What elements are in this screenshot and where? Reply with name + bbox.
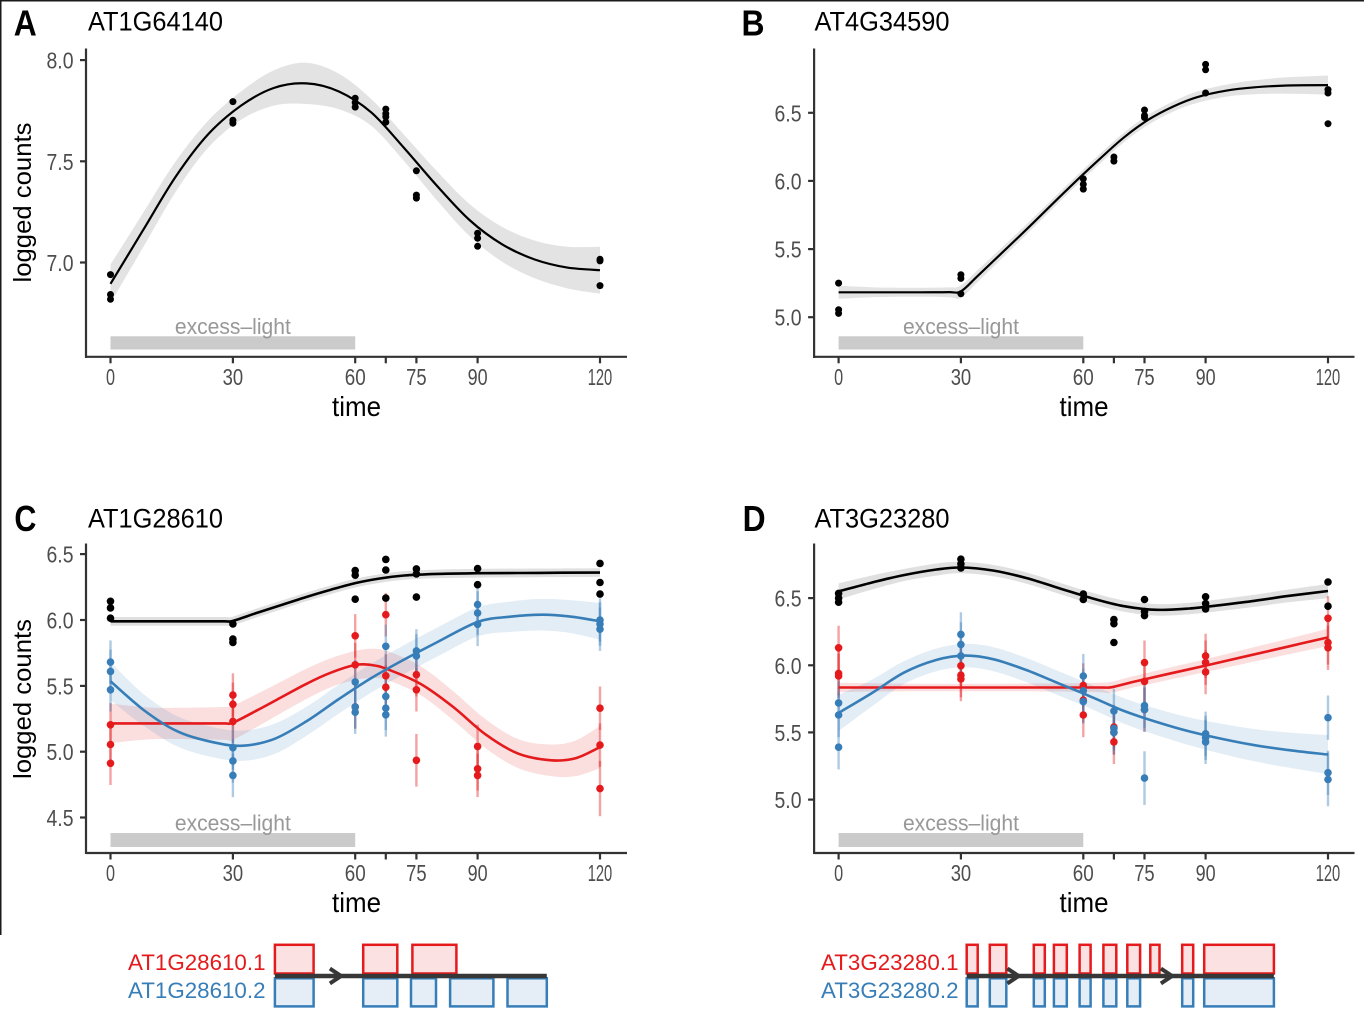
svg-text:6.5: 6.5 bbox=[47, 542, 74, 568]
svg-text:30: 30 bbox=[223, 860, 244, 886]
svg-text:60: 60 bbox=[1073, 364, 1094, 390]
svg-text:C: C bbox=[14, 498, 36, 539]
svg-text:120: 120 bbox=[1316, 364, 1341, 390]
svg-text:AT3G23280.1: AT3G23280.1 bbox=[821, 950, 959, 975]
svg-text:75: 75 bbox=[406, 364, 427, 390]
svg-text:5.0: 5.0 bbox=[775, 787, 802, 813]
svg-text:90: 90 bbox=[1196, 364, 1216, 390]
svg-text:6.0: 6.0 bbox=[775, 168, 802, 194]
svg-text:AT1G64140: AT1G64140 bbox=[88, 7, 223, 37]
svg-text:75: 75 bbox=[406, 860, 427, 886]
svg-text:A: A bbox=[14, 3, 37, 44]
svg-text:AT1G28610.2: AT1G28610.2 bbox=[128, 978, 266, 1003]
svg-text:60: 60 bbox=[345, 860, 366, 886]
svg-text:8.0: 8.0 bbox=[47, 48, 74, 74]
svg-text:time: time bbox=[1060, 391, 1109, 422]
svg-text:time: time bbox=[1060, 887, 1109, 918]
svg-text:75: 75 bbox=[1134, 860, 1155, 886]
svg-text:120: 120 bbox=[1316, 860, 1341, 886]
svg-text:0: 0 bbox=[106, 364, 115, 390]
svg-text:6.0: 6.0 bbox=[775, 653, 802, 679]
svg-text:6.5: 6.5 bbox=[775, 586, 802, 612]
svg-text:AT4G34590: AT4G34590 bbox=[815, 7, 950, 37]
svg-text:120: 120 bbox=[588, 364, 613, 390]
svg-text:90: 90 bbox=[468, 364, 488, 390]
svg-text:0: 0 bbox=[834, 364, 843, 390]
svg-text:6.5: 6.5 bbox=[775, 100, 802, 126]
svg-text:excess–light: excess–light bbox=[175, 314, 291, 339]
svg-text:AT3G23280.2: AT3G23280.2 bbox=[821, 978, 959, 1003]
svg-text:logged counts: logged counts bbox=[9, 619, 37, 779]
svg-text:5.0: 5.0 bbox=[47, 739, 74, 765]
svg-text:time: time bbox=[332, 391, 381, 422]
svg-text:5.5: 5.5 bbox=[775, 237, 802, 263]
svg-text:excess–light: excess–light bbox=[175, 811, 291, 836]
svg-text:time: time bbox=[332, 887, 381, 918]
svg-text:AT3G23280: AT3G23280 bbox=[815, 504, 950, 534]
svg-text:30: 30 bbox=[951, 860, 972, 886]
svg-text:D: D bbox=[743, 498, 766, 539]
svg-text:B: B bbox=[742, 3, 765, 44]
svg-text:60: 60 bbox=[1073, 860, 1094, 886]
svg-text:AT1G28610: AT1G28610 bbox=[88, 504, 223, 534]
svg-text:60: 60 bbox=[345, 364, 366, 390]
svg-text:75: 75 bbox=[1134, 364, 1155, 390]
svg-text:0: 0 bbox=[106, 860, 115, 886]
svg-text:90: 90 bbox=[1196, 860, 1216, 886]
svg-text:4.5: 4.5 bbox=[47, 805, 74, 831]
svg-text:excess–light: excess–light bbox=[903, 314, 1019, 339]
svg-text:AT1G28610.1: AT1G28610.1 bbox=[128, 950, 266, 975]
svg-text:7.5: 7.5 bbox=[47, 149, 74, 175]
svg-text:0: 0 bbox=[834, 860, 843, 886]
svg-text:120: 120 bbox=[588, 860, 613, 886]
svg-text:7.0: 7.0 bbox=[47, 250, 74, 276]
svg-text:30: 30 bbox=[223, 364, 244, 390]
svg-text:5.0: 5.0 bbox=[775, 305, 802, 331]
svg-text:5.5: 5.5 bbox=[775, 720, 802, 746]
svg-text:30: 30 bbox=[951, 364, 972, 390]
svg-text:90: 90 bbox=[468, 860, 488, 886]
svg-text:6.0: 6.0 bbox=[47, 608, 74, 634]
svg-text:5.5: 5.5 bbox=[47, 673, 74, 699]
svg-text:logged counts: logged counts bbox=[9, 123, 37, 283]
svg-text:excess–light: excess–light bbox=[903, 811, 1019, 836]
